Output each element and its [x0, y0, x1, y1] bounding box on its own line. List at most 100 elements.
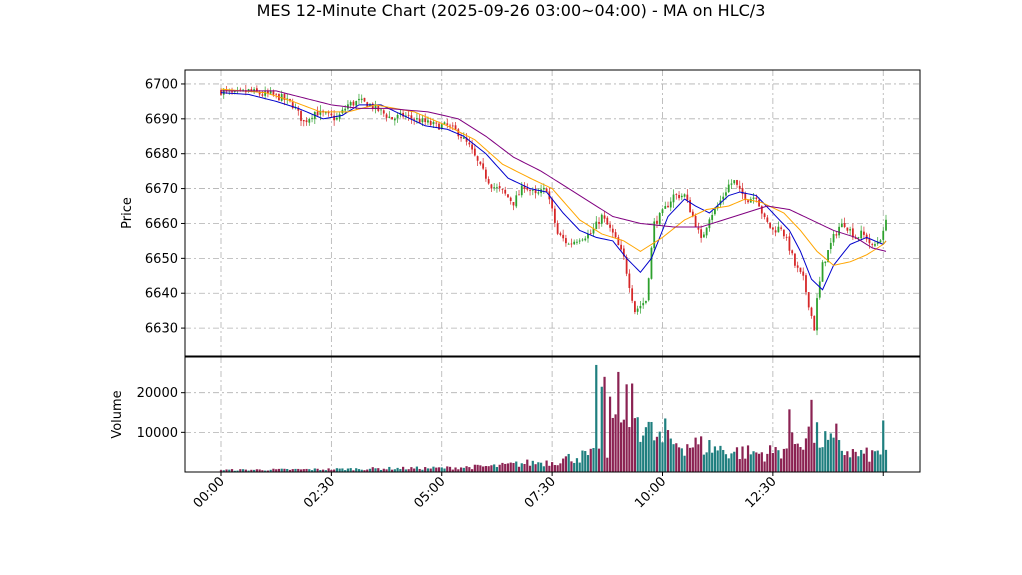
volume-bar [600, 386, 603, 472]
moving-average-line [220, 88, 887, 266]
candle-body [457, 129, 460, 137]
candle-body [269, 91, 272, 94]
price-grid [185, 70, 920, 356]
candle-body [708, 219, 711, 229]
volume-bar [708, 440, 711, 472]
volume-bar [865, 447, 868, 472]
volume-bar [479, 465, 482, 472]
volume-bar [424, 467, 427, 472]
volume-bar [526, 459, 529, 472]
moving-average-line [221, 90, 887, 252]
volume-bar [297, 468, 300, 472]
volume-bar [482, 466, 485, 472]
volume-bar [470, 469, 474, 472]
candle-body [697, 227, 700, 230]
volume-bar [515, 461, 518, 472]
moving-average-line [220, 92, 887, 291]
volume-bar [465, 466, 468, 472]
candle-body [460, 136, 462, 139]
price-y-tick-label: 6650 [145, 252, 178, 267]
candle-body [567, 243, 570, 245]
candle-body [725, 192, 727, 196]
candle-body [794, 253, 796, 266]
candle-body [551, 198, 554, 209]
candle-body [562, 234, 565, 239]
candle-body [537, 192, 540, 194]
volume-bar [346, 468, 350, 472]
volume-bar [727, 458, 730, 472]
volume-bar [230, 469, 234, 472]
candle-body [291, 102, 294, 109]
candle-body [760, 206, 763, 214]
volume-bar [810, 399, 813, 472]
candle-body [393, 118, 396, 121]
volume-bar [501, 462, 504, 472]
candle-body [587, 233, 589, 239]
volume-bar [283, 468, 286, 472]
volume-bar [735, 447, 739, 472]
volume-bar [796, 443, 799, 472]
candle-body [747, 200, 749, 203]
candle-body [261, 94, 264, 96]
volume-bar [377, 468, 380, 472]
candle-body [733, 180, 736, 184]
volume-bar [608, 396, 612, 472]
candle-body [358, 98, 360, 101]
x-tick-label: 10:00 [632, 474, 669, 511]
volume-bar [402, 466, 405, 472]
volume-bar [390, 469, 394, 472]
volume-bar [697, 444, 700, 472]
volume-bar [691, 447, 694, 472]
candle-body [838, 226, 840, 236]
candle-body [462, 137, 465, 139]
volume-bar [310, 470, 314, 472]
volume-bar [236, 470, 239, 472]
volume-bar [879, 454, 882, 472]
candle-body [805, 275, 807, 293]
volume-bar [631, 383, 634, 472]
candle-body [600, 214, 603, 224]
volume-bar [277, 468, 281, 472]
volume-bar [545, 460, 548, 472]
volume-bar [860, 450, 863, 472]
volume-bar [255, 469, 258, 472]
candle-body [650, 247, 653, 279]
candle-body [813, 315, 816, 331]
candle-body [832, 234, 835, 243]
volume-bar [324, 470, 327, 472]
candle-body [421, 118, 424, 123]
volume-bar [677, 447, 681, 472]
volume-grid [185, 357, 920, 472]
volume-bar [476, 464, 479, 472]
candle-body [763, 213, 766, 218]
volume-bar [882, 420, 885, 472]
candle-body [667, 205, 669, 208]
candle-body [416, 118, 418, 120]
volume-bar [473, 464, 476, 472]
volume-bar [498, 464, 501, 472]
volume-bar [421, 469, 424, 472]
candle-body [849, 229, 852, 231]
volume-bar [567, 453, 570, 472]
volume-bar [360, 469, 363, 472]
candle-body [854, 238, 857, 239]
candle-body [435, 122, 438, 124]
volume-bar [269, 469, 272, 472]
candle-body [258, 92, 261, 95]
x-tick-label: 02:30 [301, 474, 338, 511]
volume-bar [379, 469, 383, 472]
candle-body [396, 114, 399, 119]
candle-body [509, 197, 512, 202]
candle-body [305, 120, 308, 123]
candle-body [523, 186, 526, 189]
candle-body [827, 250, 829, 263]
candle-body [738, 185, 741, 189]
candle-body [780, 227, 783, 229]
candle-body [752, 197, 755, 200]
candle-body [714, 208, 716, 215]
candle-body [642, 303, 645, 306]
candle-body [658, 213, 661, 225]
volume-bar [264, 470, 267, 472]
volume-bar [363, 470, 366, 472]
candle-body [222, 89, 225, 95]
